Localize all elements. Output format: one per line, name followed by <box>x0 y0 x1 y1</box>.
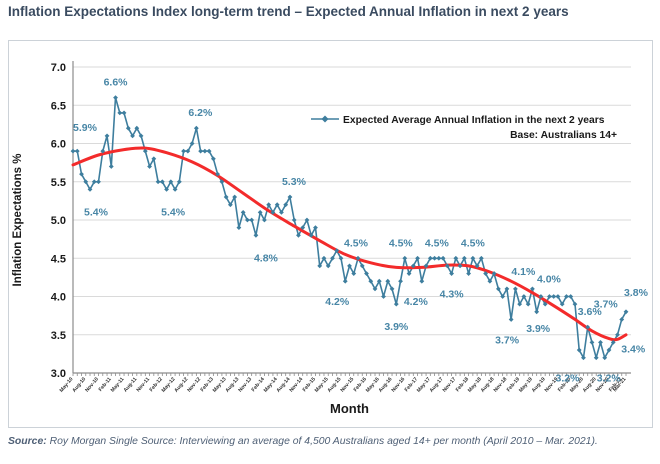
svg-text:4.5: 4.5 <box>51 253 66 265</box>
data-label: 4.8% <box>254 252 279 264</box>
data-label: 3.4% <box>621 343 646 355</box>
svg-text:3.0: 3.0 <box>51 368 66 380</box>
svg-text:5.0: 5.0 <box>51 215 66 227</box>
trend-line <box>71 146 628 342</box>
data-label: 4.0% <box>537 274 562 286</box>
svg-text:4.0: 4.0 <box>51 292 66 304</box>
data-label: 3.9% <box>384 321 409 333</box>
x-axis-title: Month <box>330 401 369 416</box>
page-title: Inflation Expectations Index long-term t… <box>8 4 569 19</box>
svg-text:Nov-12: Nov-12 <box>186 376 202 393</box>
data-label: 3.8% <box>624 287 649 299</box>
data-label: 4.5% <box>425 237 450 249</box>
legend-diamond-icon <box>321 115 329 123</box>
legend-base-label: Base: Australians 14+ <box>510 130 617 141</box>
data-label: 3.2% <box>597 373 622 385</box>
legend: Expected Average Annual Inflation in the… <box>311 115 617 141</box>
svg-text:7.0: 7.0 <box>51 62 66 74</box>
data-label: 3.9% <box>526 323 551 335</box>
data-label: 4.2% <box>404 296 429 308</box>
svg-text:5.5: 5.5 <box>51 177 66 189</box>
svg-text:Nov-18: Nov-18 <box>493 376 509 393</box>
data-label: 3.2% <box>555 373 580 385</box>
data-label: 5.4% <box>161 206 186 218</box>
trend <box>71 146 628 342</box>
svg-text:Nov-16: Nov-16 <box>391 376 407 393</box>
data-label: 5.4% <box>84 206 109 218</box>
gridlines <box>73 66 631 336</box>
axis-titles: Month Inflation Expectations % <box>12 154 369 416</box>
svg-text:6.5: 6.5 <box>51 100 66 112</box>
source-note: Source: Roy Morgan Single Source: Interv… <box>8 436 598 447</box>
inflation-expectations-line-chart: 3.0 3.5 4.0 4.5 5.0 5.5 6.0 6.5 7.0 May-10Aug-10N… <box>12 61 649 416</box>
data-label: 6.2% <box>188 107 213 119</box>
y-axis-title: Inflation Expectations % <box>12 154 24 287</box>
data-label: 3.7% <box>594 298 619 310</box>
axes <box>72 61 631 376</box>
svg-text:Nov-17: Nov-17 <box>442 376 458 393</box>
chart-container: 3.0 3.5 4.0 4.5 5.0 5.5 6.0 6.5 7.0 May-10 Aug-10 N… <box>8 40 653 428</box>
svg-text:Nov-10: Nov-10 <box>84 376 100 393</box>
data-label: 4.1% <box>511 266 536 278</box>
source-label: Source: <box>8 436 47 447</box>
source-text: Roy Morgan Single Source: Interviewing a… <box>46 436 598 447</box>
svg-text:6.0: 6.0 <box>51 139 66 151</box>
data-label: 3.6% <box>578 306 603 318</box>
data-label: 4.5% <box>389 237 414 249</box>
data-label: 6.6% <box>104 77 129 89</box>
svg-text:Nov-15: Nov-15 <box>340 376 356 393</box>
y-tick-labels: 3.0 3.5 4.0 4.5 5.0 5.5 6.0 6.5 7.0 <box>51 62 66 380</box>
data-label: 4.5% <box>344 237 369 249</box>
data-label: 4.5% <box>461 237 486 249</box>
data-label: 4.2% <box>325 296 350 308</box>
data-label: 4.3% <box>440 289 465 301</box>
data-label: 3.7% <box>495 334 520 346</box>
annotations: 5.9% 5.4% 6.6% 5.4% 6.2% 4.8% 5.3% 4.2% 4.5% 3.9%… <box>73 77 649 385</box>
markers <box>70 95 629 361</box>
data-label: 5.9% <box>73 122 98 134</box>
x-tick-labels: May-10Aug-10Nov-10Feb-11May-11Aug-11Nov-… <box>59 376 628 393</box>
svg-text:Nov-14: Nov-14 <box>289 376 305 393</box>
legend-series-label: Expected Average Annual Inflation in the… <box>343 115 605 126</box>
svg-text:Nov-13: Nov-13 <box>237 376 253 393</box>
svg-text:3.5: 3.5 <box>51 330 66 342</box>
data-label: 5.3% <box>282 176 307 188</box>
